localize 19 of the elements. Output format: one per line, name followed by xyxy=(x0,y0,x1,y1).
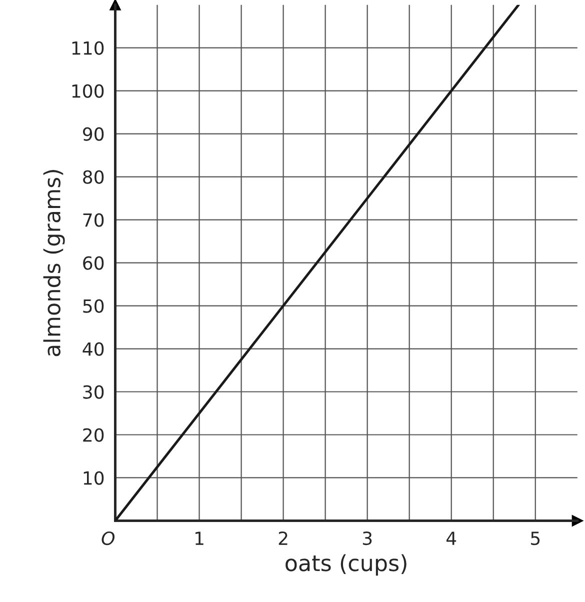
y-tick-label: 20 xyxy=(83,428,104,442)
y-tick-label: 90 xyxy=(82,127,104,141)
x-tick-label: 2 xyxy=(278,531,288,545)
y-tick-label: 50 xyxy=(83,299,104,313)
x-tick-label: 3 xyxy=(362,531,372,546)
y-tick-label: 30 xyxy=(83,385,104,399)
x-tick-label: O xyxy=(102,531,115,546)
x-tick-label: 1 xyxy=(196,532,204,545)
y-tick-label: 110 xyxy=(72,41,104,55)
x-tick-label: 5 xyxy=(531,532,540,546)
x-axis-title: oats (cups) xyxy=(286,554,406,576)
y-tick-label: 60 xyxy=(83,256,104,270)
y-tick-label: 70 xyxy=(83,213,104,227)
x-tick-label: 4 xyxy=(446,532,456,545)
y-tick-label: 10 xyxy=(84,471,104,485)
y-tick-label: 100 xyxy=(72,84,104,98)
y-tick-label: 80 xyxy=(83,170,104,184)
y-tick-label: 40 xyxy=(82,342,104,356)
y-axis-title: almonds (grams) xyxy=(43,170,65,356)
